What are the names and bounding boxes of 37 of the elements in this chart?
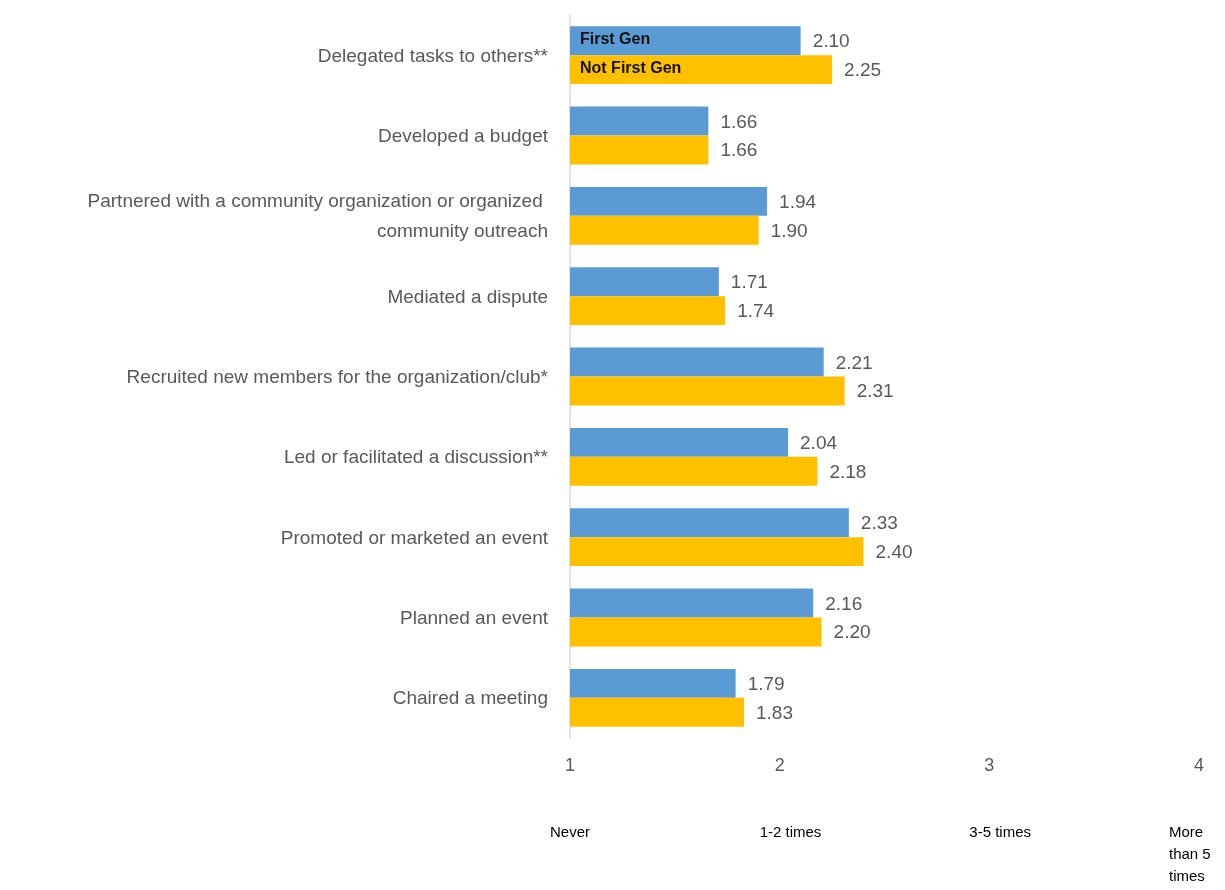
data-label: 1.74 xyxy=(737,300,775,322)
x-tick-label: 3 xyxy=(984,755,995,775)
y-tick-label: Mediated a dispute xyxy=(387,285,548,307)
data-label: 2.31 xyxy=(856,380,894,402)
data-label: 1.71 xyxy=(730,271,768,293)
data-label: 2.21 xyxy=(835,351,873,373)
y-tick-label: Developed a budget xyxy=(377,125,549,146)
data-label: 1.83 xyxy=(756,701,794,723)
data-label: 2.18 xyxy=(829,460,867,482)
series-label: Not First Gen xyxy=(580,59,682,77)
data-label: 2.10 xyxy=(812,30,850,52)
text: More than 5 times xyxy=(1169,822,1215,884)
data-label: 2.25 xyxy=(844,59,882,81)
x-tick-label: 1 xyxy=(564,755,576,775)
y-tick-label: Promoted or marketed an event xyxy=(280,526,549,548)
y-tick-label: Recruited new members for the organization/club* xyxy=(126,366,549,387)
data-label: 1.66 xyxy=(720,110,758,132)
data-label: 2.04 xyxy=(800,431,838,453)
data-label: 1.94 xyxy=(779,190,817,212)
y-tick-label: Chaired a meeting xyxy=(392,687,548,709)
y-tick-label: Partnered with a community organization or organized community outreach xyxy=(87,190,548,242)
y-tick-label: Delegated tasks to others** xyxy=(317,44,549,66)
text: 1-2 times xyxy=(759,822,822,840)
y-tick-label: Led or facilitated a discussion** xyxy=(283,446,549,468)
text: Never xyxy=(550,822,591,840)
data-label: 1.66 xyxy=(720,139,758,161)
series-label: First Gen xyxy=(580,30,651,48)
x-tick-label: 2 xyxy=(774,755,785,775)
data-label: 2.33 xyxy=(860,512,898,534)
data-label: 2.16 xyxy=(825,592,863,614)
data-label: 2.40 xyxy=(875,541,913,563)
data-label: 2.20 xyxy=(833,621,871,643)
data-label: 1.79 xyxy=(747,672,785,694)
x-tick-label: 4 xyxy=(1193,755,1205,775)
y-tick-label: Planned an event xyxy=(400,607,549,628)
data-label: 1.90 xyxy=(770,219,808,241)
text: 3-5 times xyxy=(969,822,1032,840)
